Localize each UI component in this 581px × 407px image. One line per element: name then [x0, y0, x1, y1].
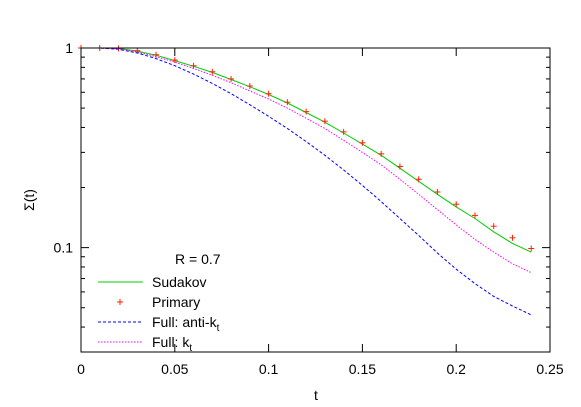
series-point-primary: [453, 201, 460, 208]
series-point-primary: [471, 212, 478, 219]
series-point-primary: [340, 128, 347, 135]
series-point-primary: [190, 62, 197, 69]
x-tick-label: 0.1: [259, 361, 279, 377]
series-point-primary: [509, 234, 516, 241]
series-line-full-anti-kt: [81, 47, 532, 316]
series-line-sudakov: [81, 47, 532, 253]
x-axis: 0 0.05 0.1 0.15 0.2 0.25: [77, 48, 564, 377]
series-point-primary: [415, 176, 422, 183]
series-point-primary: [171, 57, 178, 64]
x-tick-label: 0.15: [349, 361, 376, 377]
series-layer: [78, 45, 535, 316]
series-point-primary: [265, 90, 272, 97]
series-point-primary: [321, 118, 328, 125]
legend-label-full-kt: Full: kt: [152, 334, 192, 354]
series-point-primary: [434, 188, 441, 195]
series-point-primary: [303, 108, 310, 115]
x-tick-label: 0: [77, 361, 85, 377]
series-point-primary: [528, 245, 535, 252]
legend-swatch-primary: [117, 299, 123, 305]
series-point-primary: [378, 150, 385, 157]
legend-label-full-anti-kt: Full: anti-kt: [152, 314, 220, 334]
series-line-full-kt: [81, 47, 532, 274]
series-point-primary: [228, 75, 235, 82]
plot-frame: [80, 47, 551, 353]
series-point-primary: [396, 163, 403, 170]
series-point-primary: [209, 68, 216, 75]
x-axis-label: t: [314, 387, 318, 403]
y-axis: 0.11: [54, 40, 550, 353]
series-point-primary: [359, 139, 366, 146]
x-tick-label: 0.2: [446, 361, 466, 377]
legend-label-primary: Primary: [152, 294, 200, 310]
y-axis-label: Σ(t): [21, 189, 37, 211]
series-point-primary: [490, 223, 497, 230]
y-tick-label: 1: [65, 40, 73, 56]
series-point-primary: [246, 83, 253, 90]
series-point-primary: [284, 99, 291, 106]
x-tick-label: 0.05: [161, 361, 188, 377]
r-annotation: R = 0.7: [175, 251, 221, 267]
x-tick-label: 0.25: [536, 361, 563, 377]
y-tick-label: 0.1: [54, 240, 74, 256]
legend-label-sudakov: Sudakov: [152, 274, 206, 290]
